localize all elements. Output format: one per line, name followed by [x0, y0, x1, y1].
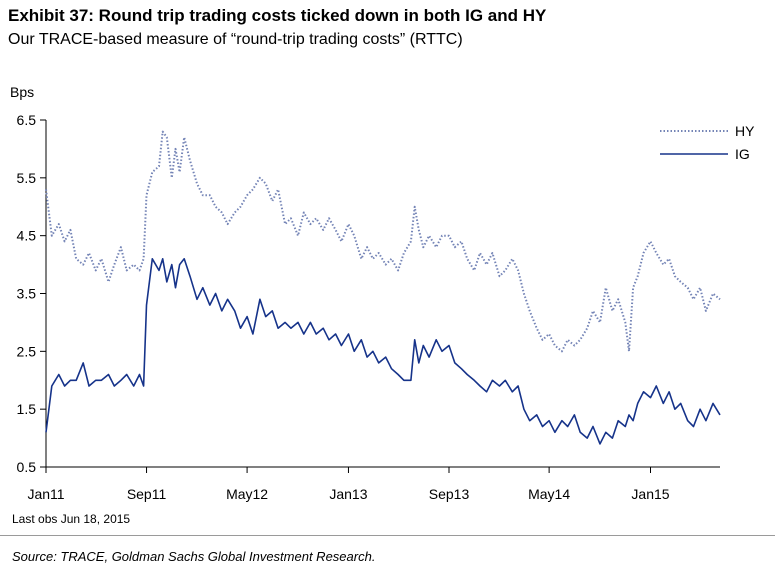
chart-title: Exhibit 37: Round trip trading costs tic… — [8, 6, 547, 25]
y-tick-label: 1.5 — [17, 401, 37, 417]
y-axis: 0.5 1.5 2.5 3.5 4.5 5.5 6.5 — [17, 112, 47, 475]
line-chart: Bps 0.5 1.5 2.5 3.5 4.5 5.5 6.5 Jan11 Sep11 May1… — [10, 84, 755, 502]
x-axis: Jan11 Sep11 May12 Jan13 Sep13 May14 Jan15 — [27, 466, 720, 502]
x-tick-label: May14 — [528, 486, 570, 502]
series-line-ig — [45, 258, 721, 445]
series-line-hy — [45, 130, 721, 353]
footer-divider — [0, 535, 775, 536]
y-tick-label: 2.5 — [17, 343, 37, 359]
last-observation-note: Last obs Jun 18, 2015 — [12, 512, 131, 526]
x-tick-label: Jan13 — [329, 486, 367, 502]
source-note: Source: TRACE, Goldman Sachs Global Inve… — [12, 549, 376, 564]
y-tick-label: 0.5 — [17, 459, 37, 475]
y-axis-label: Bps — [10, 84, 34, 100]
legend-label-hy: HY — [735, 123, 755, 139]
series-layer — [45, 130, 721, 445]
legend: HY IG — [660, 123, 755, 162]
y-tick-label: 3.5 — [17, 286, 37, 302]
y-tick-label: 4.5 — [17, 228, 37, 244]
x-tick-label: Jan11 — [27, 486, 64, 502]
x-tick-label: Sep13 — [429, 486, 470, 502]
y-tick-label: 6.5 — [17, 112, 37, 128]
x-tick-label: Sep11 — [127, 486, 167, 502]
x-tick-label: May12 — [226, 486, 268, 502]
y-tick-label: 5.5 — [17, 170, 37, 186]
chart-subtitle: Our TRACE-based measure of “round-trip t… — [8, 31, 463, 48]
x-tick-label: Jan15 — [631, 486, 669, 502]
legend-label-ig: IG — [735, 146, 750, 162]
